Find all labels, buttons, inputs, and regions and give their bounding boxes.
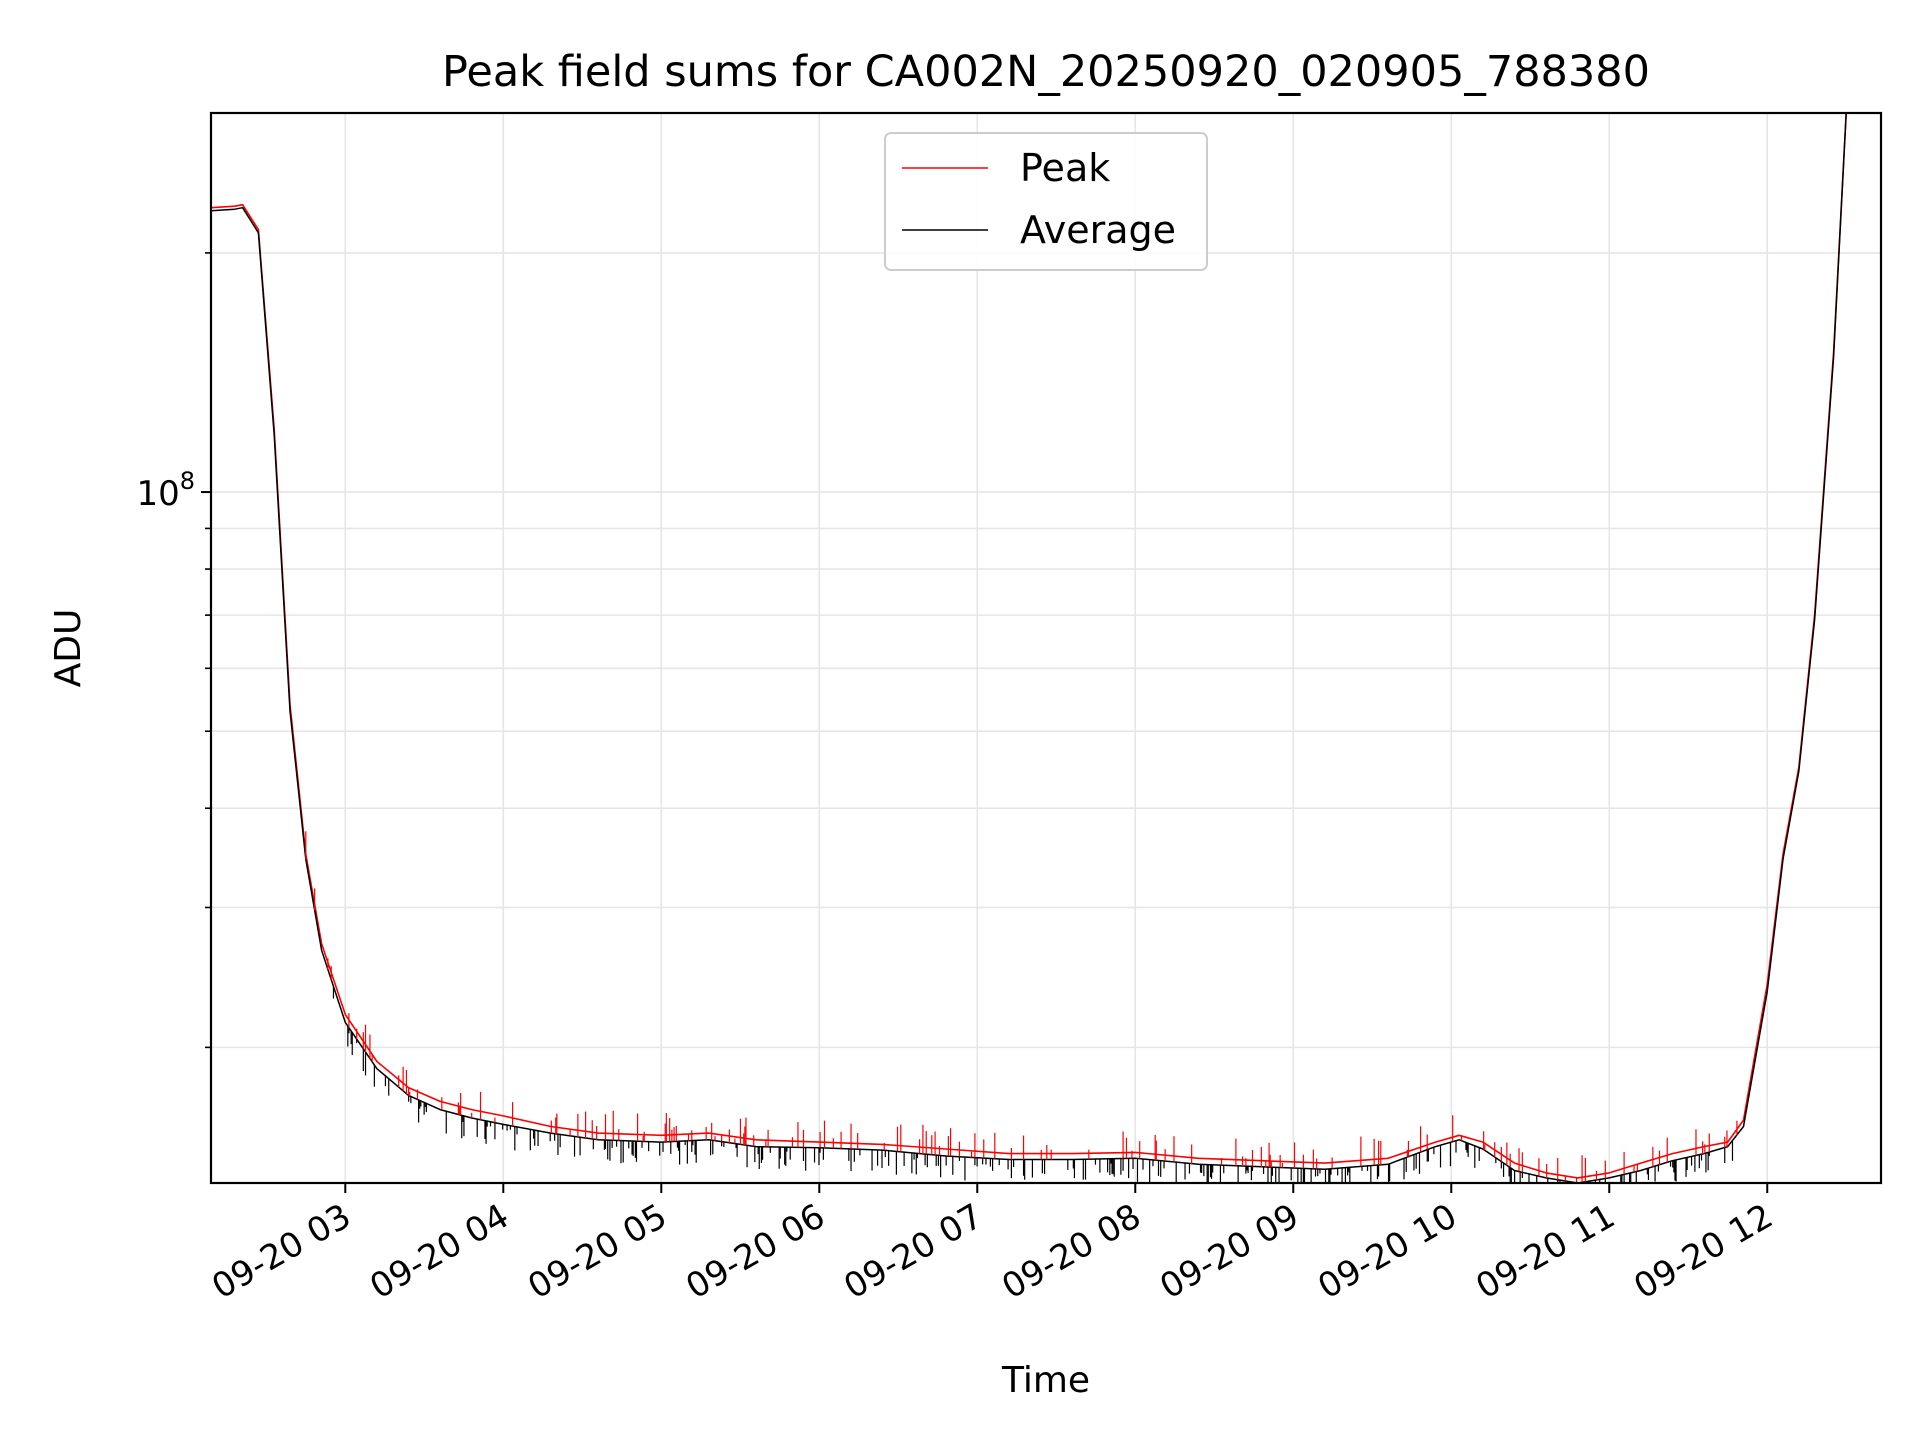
y-axis-ticks: 108 <box>136 252 211 1049</box>
y-axis-label: ADU <box>48 609 89 688</box>
y-tick-label-exponent: 8 <box>180 467 195 495</box>
axes-frame <box>209 111 1883 1185</box>
series-line-peak <box>210 112 1847 1179</box>
y-tick-label: 108 <box>136 467 195 514</box>
chart-title: Peak field sums for CA002N_20250920_0209… <box>442 47 1650 97</box>
grid <box>211 113 1881 1183</box>
legend-label-peak: Peak <box>1020 146 1110 190</box>
y-tick-label-base: 10 <box>136 474 179 514</box>
series-line-average <box>210 112 1847 1184</box>
legend[interactable]: Peak Average <box>884 132 1208 271</box>
legend-label-average: Average <box>1020 208 1176 252</box>
plot-lines <box>210 112 1847 1184</box>
x-axis-label: Time <box>1001 1360 1090 1401</box>
